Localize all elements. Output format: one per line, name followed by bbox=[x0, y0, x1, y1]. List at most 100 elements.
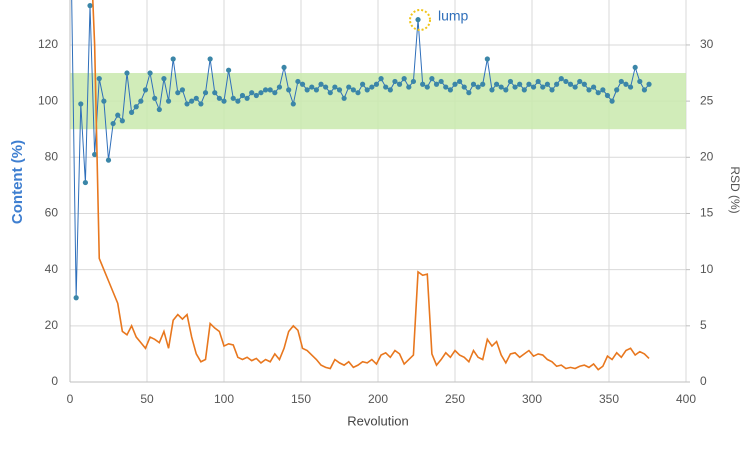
data-point bbox=[637, 78, 643, 85]
data-point bbox=[142, 87, 149, 93]
data-point bbox=[318, 81, 324, 87]
y-axis-title: Content (%) bbox=[9, 140, 26, 224]
data-point bbox=[466, 90, 472, 96]
data-point bbox=[115, 112, 121, 118]
data-point bbox=[604, 92, 611, 99]
data-point bbox=[512, 84, 518, 90]
data-point bbox=[401, 76, 407, 82]
data-point bbox=[281, 64, 287, 71]
data-point bbox=[530, 84, 537, 90]
data-point bbox=[438, 78, 444, 85]
data-point bbox=[484, 56, 490, 62]
data-point bbox=[244, 95, 250, 101]
data-point bbox=[147, 70, 153, 76]
data-point bbox=[383, 84, 389, 90]
data-point bbox=[577, 78, 583, 85]
data-point bbox=[618, 78, 624, 85]
data-point bbox=[258, 90, 264, 96]
data-point bbox=[535, 78, 541, 85]
x-tick-label: 350 bbox=[599, 392, 619, 406]
data-point bbox=[299, 81, 306, 87]
data-point bbox=[355, 90, 361, 96]
data-point bbox=[198, 101, 204, 107]
y2-tick-label: 0 bbox=[700, 374, 707, 388]
data-point bbox=[295, 78, 301, 85]
series-line bbox=[91, 0, 650, 371]
data-point bbox=[286, 87, 292, 93]
data-point bbox=[369, 84, 375, 90]
data-point bbox=[420, 81, 426, 87]
data-point bbox=[170, 56, 176, 62]
data-point bbox=[119, 118, 125, 124]
x-tick-label: 250 bbox=[445, 392, 465, 406]
x-axis-title: Revolution bbox=[347, 413, 408, 428]
data-point bbox=[424, 84, 430, 90]
x-tick-label: 150 bbox=[291, 392, 311, 406]
data-point bbox=[156, 106, 162, 113]
data-point bbox=[614, 87, 620, 93]
data-point bbox=[581, 81, 587, 87]
data-point bbox=[646, 81, 652, 87]
data-point bbox=[105, 157, 112, 163]
data-point bbox=[558, 76, 564, 82]
data-point bbox=[452, 81, 458, 87]
data-point bbox=[350, 87, 356, 93]
y-tick-label: 0 bbox=[51, 374, 58, 388]
data-point bbox=[202, 90, 209, 96]
data-point bbox=[193, 95, 199, 101]
data-point bbox=[521, 87, 527, 93]
spec-band bbox=[70, 73, 686, 130]
data-point bbox=[378, 76, 384, 82]
data-point bbox=[216, 95, 222, 101]
data-point bbox=[138, 98, 144, 104]
data-point bbox=[82, 179, 88, 186]
data-point bbox=[133, 104, 139, 110]
data-point bbox=[489, 87, 495, 93]
x-tick-label: 300 bbox=[522, 392, 542, 406]
data-point bbox=[503, 87, 509, 93]
data-point bbox=[554, 81, 560, 87]
data-point bbox=[632, 64, 638, 71]
y-tick-label: 40 bbox=[45, 262, 59, 276]
data-point bbox=[239, 92, 246, 99]
data-point bbox=[212, 90, 218, 96]
data-point bbox=[262, 87, 269, 93]
data-point bbox=[323, 84, 329, 90]
data-point bbox=[341, 95, 347, 101]
data-point bbox=[152, 95, 158, 101]
data-point bbox=[313, 87, 319, 93]
data-point bbox=[207, 56, 213, 62]
data-point bbox=[175, 90, 181, 96]
data-point bbox=[591, 84, 597, 90]
data-point bbox=[129, 109, 135, 115]
data-point bbox=[336, 87, 343, 93]
data-point bbox=[161, 76, 167, 82]
data-point bbox=[78, 101, 84, 107]
data-point bbox=[406, 84, 412, 90]
data-point bbox=[572, 84, 578, 90]
data-point bbox=[443, 84, 449, 90]
data-point bbox=[101, 98, 107, 104]
y2-tick-label: 10 bbox=[700, 262, 714, 276]
y2-tick-label: 30 bbox=[700, 37, 714, 51]
data-point bbox=[124, 70, 130, 76]
data-point bbox=[221, 98, 227, 104]
y2-tick-label: 15 bbox=[700, 206, 714, 220]
y2-tick-label: 20 bbox=[700, 149, 714, 163]
data-point bbox=[92, 151, 98, 158]
data-point bbox=[96, 76, 102, 82]
data-point bbox=[387, 87, 393, 93]
data-point bbox=[373, 81, 380, 87]
data-point bbox=[309, 84, 315, 90]
data-point bbox=[364, 87, 370, 93]
data-point bbox=[235, 98, 241, 104]
x-tick-label: 50 bbox=[140, 392, 154, 406]
data-point bbox=[392, 78, 398, 85]
x-tick-label: 0 bbox=[67, 392, 74, 406]
data-point bbox=[567, 81, 574, 87]
data-point bbox=[396, 81, 403, 87]
data-point bbox=[595, 90, 601, 96]
y-tick-label: 80 bbox=[45, 149, 59, 163]
data-point bbox=[73, 295, 79, 301]
